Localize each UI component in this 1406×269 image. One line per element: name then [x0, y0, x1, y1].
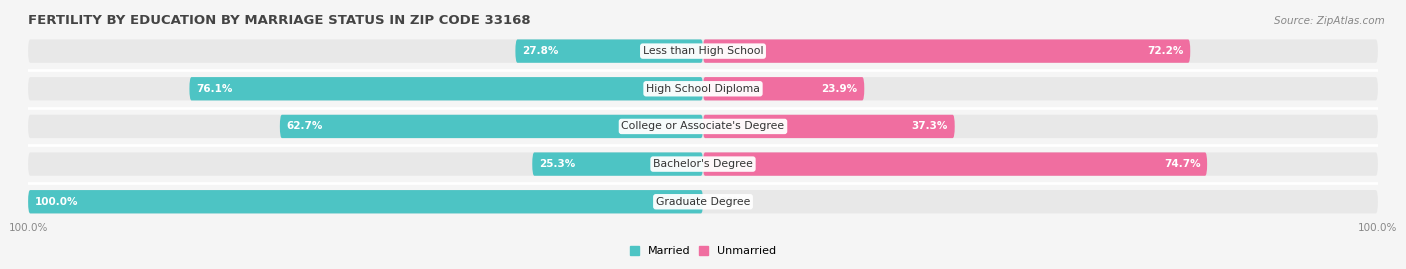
- FancyBboxPatch shape: [703, 77, 865, 100]
- FancyBboxPatch shape: [28, 40, 1378, 63]
- Text: 25.3%: 25.3%: [538, 159, 575, 169]
- FancyBboxPatch shape: [28, 77, 1378, 100]
- FancyBboxPatch shape: [533, 153, 703, 176]
- FancyBboxPatch shape: [516, 40, 703, 63]
- Legend: Married, Unmarried: Married, Unmarried: [630, 246, 776, 256]
- FancyBboxPatch shape: [703, 115, 955, 138]
- Text: Bachelor's Degree: Bachelor's Degree: [652, 159, 754, 169]
- Text: 62.7%: 62.7%: [287, 121, 323, 132]
- Text: Less than High School: Less than High School: [643, 46, 763, 56]
- Text: 37.3%: 37.3%: [911, 121, 948, 132]
- Text: 27.8%: 27.8%: [522, 46, 558, 56]
- Text: High School Diploma: High School Diploma: [647, 84, 759, 94]
- Text: 74.7%: 74.7%: [1164, 159, 1201, 169]
- FancyBboxPatch shape: [190, 77, 703, 100]
- Text: 23.9%: 23.9%: [821, 84, 858, 94]
- FancyBboxPatch shape: [28, 115, 1378, 138]
- FancyBboxPatch shape: [703, 153, 1208, 176]
- FancyBboxPatch shape: [703, 40, 1191, 63]
- Text: College or Associate's Degree: College or Associate's Degree: [621, 121, 785, 132]
- Text: 100.0%: 100.0%: [35, 197, 79, 207]
- Text: 76.1%: 76.1%: [197, 84, 232, 94]
- Text: 72.2%: 72.2%: [1147, 46, 1184, 56]
- FancyBboxPatch shape: [28, 190, 1378, 213]
- Text: 0.0%: 0.0%: [710, 197, 738, 207]
- FancyBboxPatch shape: [28, 190, 703, 213]
- Text: FERTILITY BY EDUCATION BY MARRIAGE STATUS IN ZIP CODE 33168: FERTILITY BY EDUCATION BY MARRIAGE STATU…: [28, 14, 530, 27]
- FancyBboxPatch shape: [28, 153, 1378, 176]
- Text: Graduate Degree: Graduate Degree: [655, 197, 751, 207]
- Text: Source: ZipAtlas.com: Source: ZipAtlas.com: [1274, 16, 1385, 26]
- FancyBboxPatch shape: [280, 115, 703, 138]
